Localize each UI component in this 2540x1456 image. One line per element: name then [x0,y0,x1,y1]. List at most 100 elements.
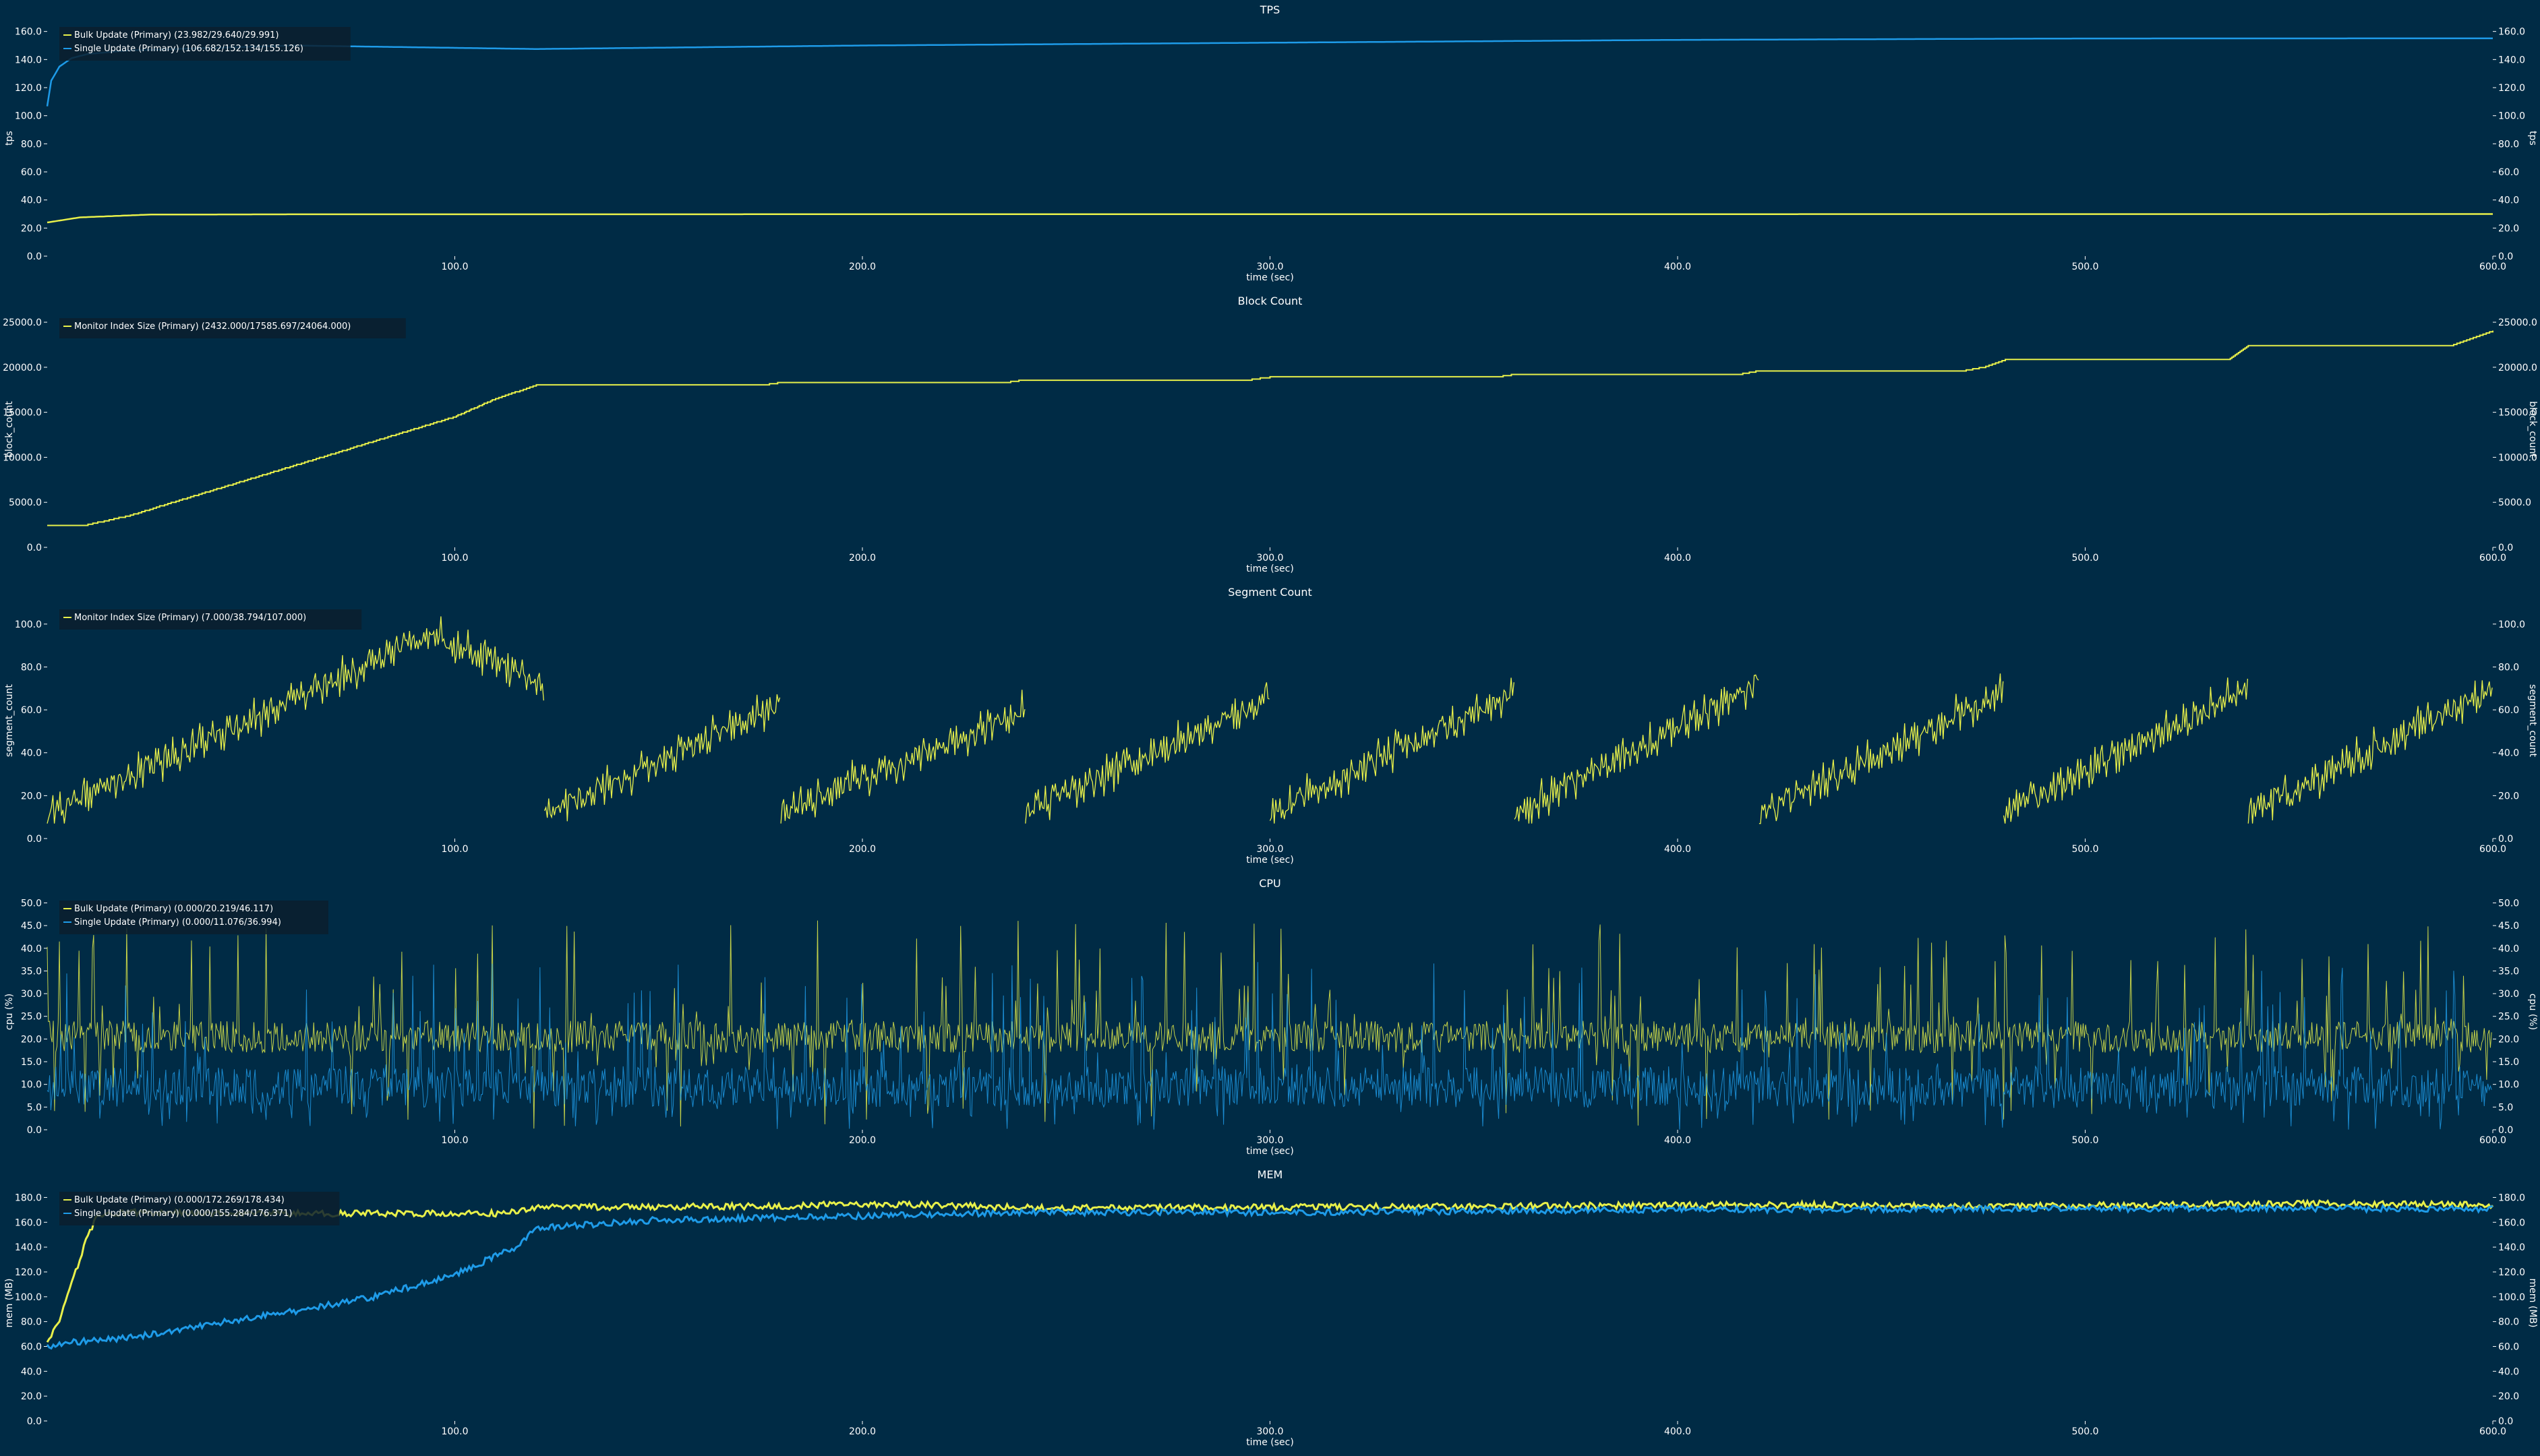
block-count-series-monitor-index-size [47,330,2493,526]
mem-y-tick-label: 160.0 [15,1217,42,1228]
block-count-chart-panel: Block Count 0.0 0.0 5000.0 5000.0 10000.0 1000… [3,295,2538,574]
tps-plot-area [47,20,2493,256]
segment-count-x-tick-label: 200.0 [849,844,876,855]
cpu-x-tick-label: 200.0 [849,1135,876,1146]
mem-y-tick-label: 20.0 [21,1391,42,1402]
cpu-y-tick-label: 5.0 [27,1102,42,1113]
cpu-series-bulk-update-line [47,920,2492,1129]
segment-count-series-monitor-index-size-cycle [1269,677,1514,824]
mem-chart-panel: MEM 0.0 0.0 20.0 20.0 40.0 40.0 60.0 60.0 80.0 80.… [4,1168,2538,1448]
cpu-y-tick-label: 30.0 [21,989,42,1000]
mem-y-tick-label-right: 140.0 [2498,1242,2525,1253]
mem-y-tick-label-right: 40.0 [2498,1366,2519,1377]
mem-y-tick-label: 40.0 [21,1366,42,1377]
mem-y-tick-label-right: 0.0 [2498,1416,2513,1427]
segment-count-y-tick-label-right: 20.0 [2498,791,2519,801]
cpu-y-axis-label-right: cpu (%) [2527,994,2538,1030]
tps-y-tick-label: 40.0 [21,195,42,206]
tps-series-single-update-line [46,37,2493,107]
cpu-y-tick-label: 40.0 [21,944,42,954]
cpu-y-tick-label: 45.0 [21,921,42,932]
block-count-legend-label: Monitor Index Size (Primary) (2432.000/1… [74,322,351,332]
mem-y-tick-label: 100.0 [15,1292,42,1303]
cpu-y-tick-label-right: 20.0 [2498,1034,2519,1045]
mem-y-tick-label-right: 60.0 [2498,1341,2519,1352]
mem-series-bulk-update [46,1199,2494,1343]
tps-series-bulk-update [47,213,2493,224]
block-count-chart-title: Block Count [1238,295,1303,307]
mem-series-bulk-update-line [46,1199,2494,1343]
tps-y-tick-label-right: 80.0 [2498,139,2519,150]
segment-count-series-monitor-index-size-cycle [780,690,1026,824]
block-count-legend-box [59,318,406,338]
cpu-y-tick-label-right: 30.0 [2498,989,2519,1000]
mem-y-tick-label-right: 80.0 [2498,1317,2519,1328]
block-count-x-axis-label: time (sec) [1246,564,1294,574]
mem-y-tick-label: 120.0 [15,1267,42,1278]
tps-y-tick-label: 80.0 [21,139,42,150]
block-count-y-tick-label-right: 15000.0 [2498,408,2537,419]
block-count-y-tick-label-right: 0.0 [2498,543,2513,553]
tps-x-axis-label: time (sec) [1246,272,1294,283]
segment-count-series-monitor-index-size-cycle [1514,674,1759,824]
mem-x-tick-label: 200.0 [849,1426,876,1437]
block-count-y-tick-label-right: 20000.0 [2498,363,2537,373]
segment-count-x-tick-label: 600.0 [2479,844,2506,855]
cpu-y-tick-label: 25.0 [21,1012,42,1023]
cpu-y-tick-label: 50.0 [21,898,42,909]
cpu-y-tick-label: 10.0 [21,1080,42,1091]
tps-y-tick-label-right: 0.0 [2498,251,2513,262]
segment-count-x-tick-label: 500.0 [2071,844,2098,855]
tps-series-single-update [46,37,2493,107]
mem-x-tick-label: 300.0 [1256,1426,1283,1437]
mem-x-tick-label: 400.0 [1664,1426,1691,1437]
tps-y-tick-label: 120.0 [15,83,42,94]
tps-y-tick-label-right: 60.0 [2498,167,2519,178]
tps-y-tick-label: 140.0 [15,55,42,65]
segment-count-series-monitor-index-size [47,616,2493,824]
tps-legend: Bulk Update (Primary) (23.982/29.640/29.… [59,27,351,61]
tps-y-tick-label-right: 100.0 [2498,111,2525,122]
cpu-chart-title: CPU [1259,877,1281,890]
block-count-y-tick-label-right: 5000.0 [2498,497,2531,508]
block-count-y-axis-label: block_count [4,401,15,458]
mem-y-tick-label: 0.0 [27,1416,42,1427]
block-count-y-tick-label: 20000.0 [3,363,42,373]
mem-y-tick-label-right: 100.0 [2498,1292,2525,1303]
cpu-y-tick-label-right: 40.0 [2498,944,2519,954]
cpu-legend-box [59,901,328,934]
segment-count-series-monitor-index-size-cycle [543,694,781,822]
tps-legend-label: Single Update (Primary) (106.682/152.134… [74,44,303,54]
block-count-y-tick-label-right: 25000.0 [2498,317,2537,328]
cpu-x-tick-label: 100.0 [441,1135,468,1146]
segment-count-y-axis-label: segment_count [4,684,15,757]
cpu-y-tick-label-right: 10.0 [2498,1080,2519,1091]
block-count-x-tick-label: 600.0 [2479,553,2506,564]
segment-count-series-monitor-index-size-cycle [1759,673,2004,824]
cpu-legend: Bulk Update (Primary) (0.000/20.219/46.1… [59,901,328,934]
block-count-y-tick-label-right: 10000.0 [2498,452,2537,463]
tps-y-tick-label-right: 140.0 [2498,55,2525,65]
segment-count-legend: Monitor Index Size (Primary) (7.000/38.7… [59,609,362,630]
segment-count-series-monitor-index-size-cycle [47,616,544,824]
mem-y-tick-label: 180.0 [15,1192,42,1203]
block-count-y-tick-label: 10000.0 [3,452,42,463]
tps-x-tick-label: 600.0 [2479,262,2506,272]
mem-y-tick-label-right: 120.0 [2498,1267,2525,1278]
cpu-legend-label: Single Update (Primary) (0.000/11.076/36… [74,917,281,928]
segment-count-x-tick-label: 300.0 [1256,844,1283,855]
mem-chart-title: MEM [1258,1168,1283,1181]
tps-x-tick-label: 300.0 [1256,262,1283,272]
cpu-chart-panel: CPU 0.0 0.0 5.0 5.0 10.0 10.0 15.0 15.0 20.0 20.0 2… [4,877,2538,1157]
cpu-legend-label: Bulk Update (Primary) (0.000/20.219/46.1… [74,904,273,914]
mem-legend-label: Bulk Update (Primary) (0.000/172.269/178… [74,1195,285,1205]
mem-y-tick-label: 140.0 [15,1242,42,1253]
segment-count-y-tick-label: 40.0 [21,748,42,759]
tps-y-axis-label-right: tps [2527,131,2538,146]
tps-x-tick-label: 400.0 [1664,262,1691,272]
segment-count-x-tick-label: 400.0 [1664,844,1691,855]
block-count-x-tick-label: 100.0 [441,553,468,564]
block-count-legend: Monitor Index Size (Primary) (2432.000/1… [59,318,406,338]
block-count-x-tick-label: 300.0 [1256,553,1283,564]
tps-x-tick-label: 500.0 [2071,262,2098,272]
